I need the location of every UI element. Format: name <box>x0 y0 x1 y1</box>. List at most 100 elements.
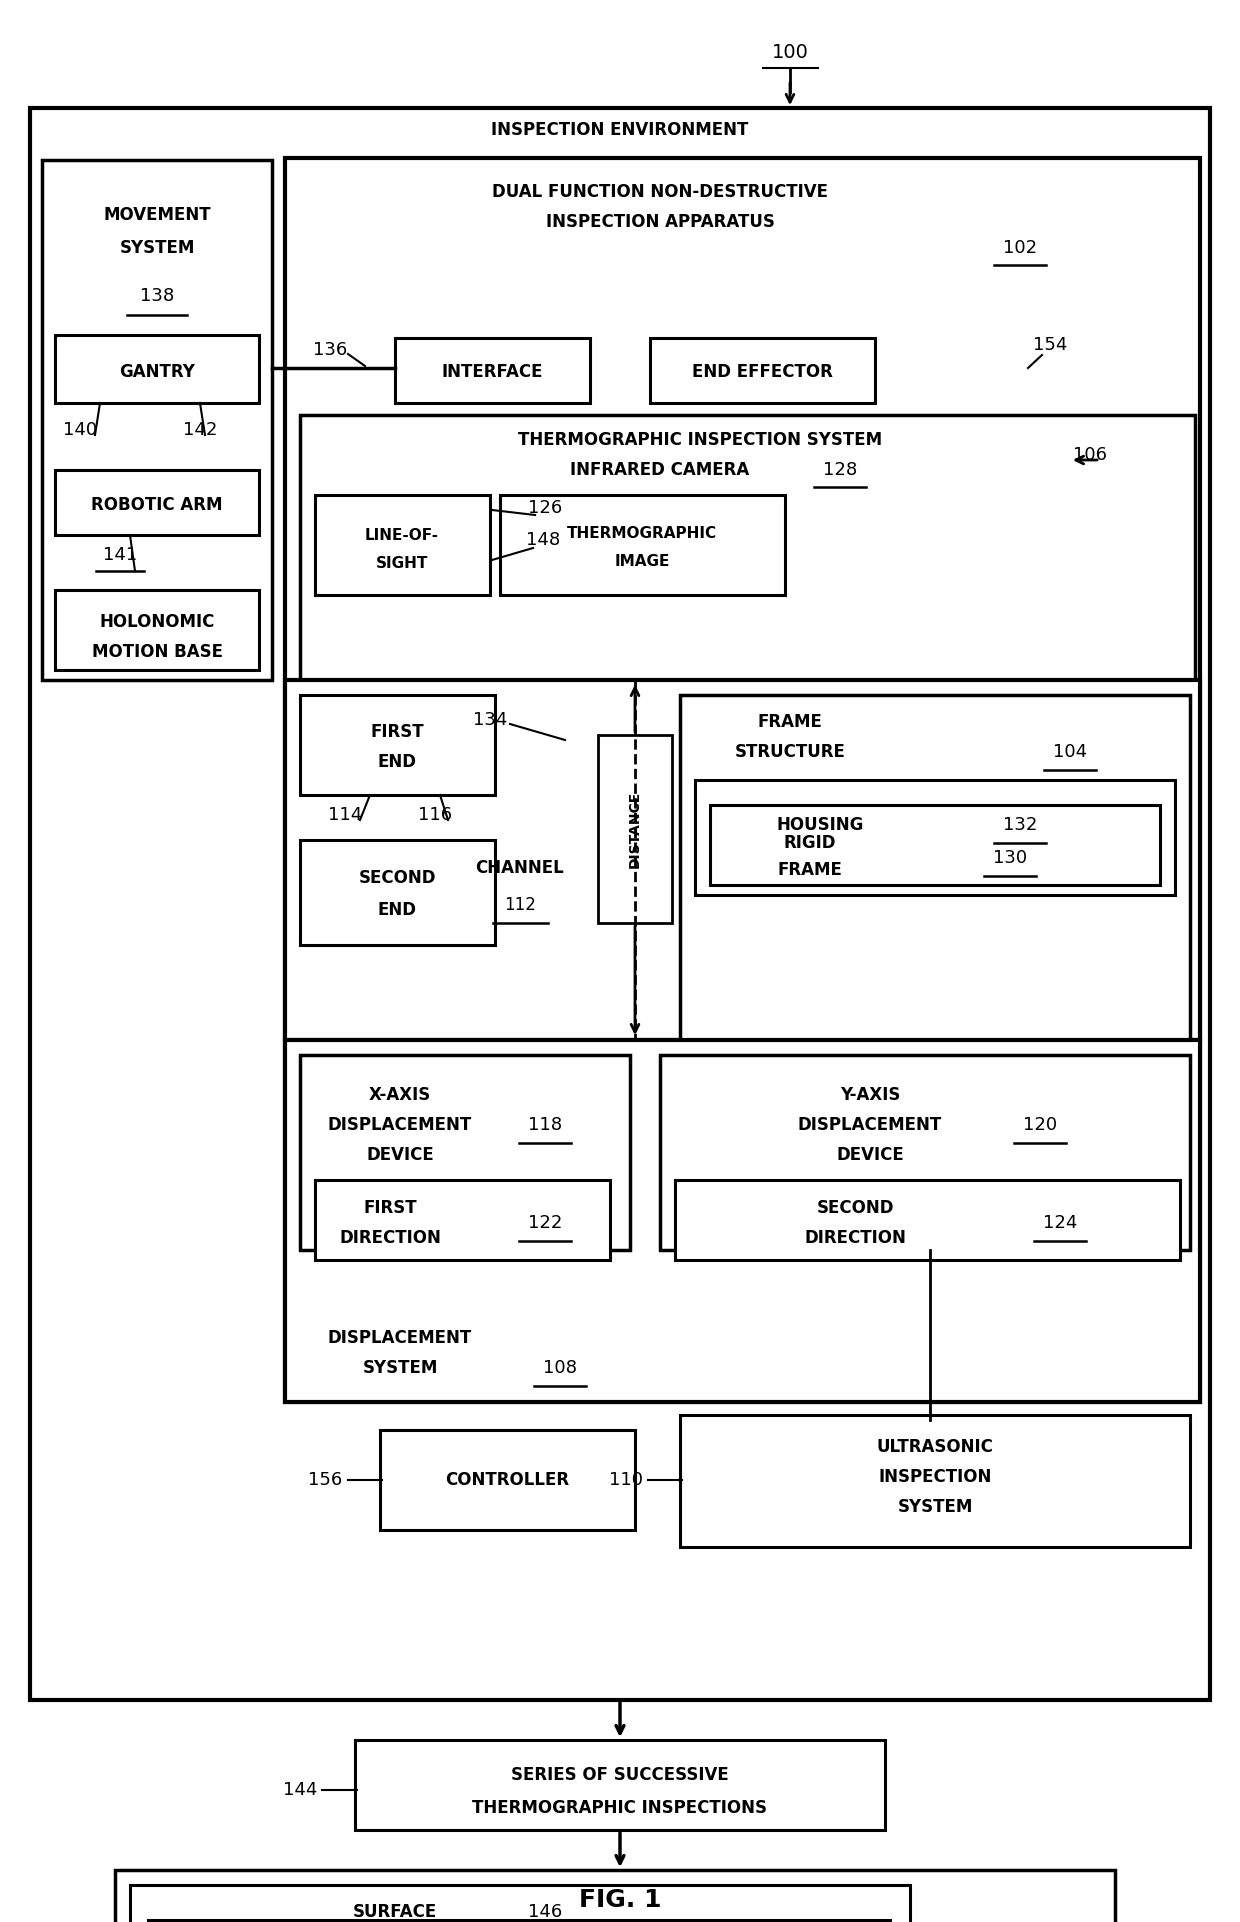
Text: 132: 132 <box>1003 817 1037 834</box>
Bar <box>115 1870 1115 1922</box>
Text: THERMOGRAPHIC INSPECTION SYSTEM: THERMOGRAPHIC INSPECTION SYSTEM <box>518 431 882 450</box>
Text: 112: 112 <box>505 896 536 915</box>
Text: 154: 154 <box>1033 336 1068 354</box>
Text: ROBOTIC ARM: ROBOTIC ARM <box>92 496 223 513</box>
Bar <box>285 158 1200 1401</box>
Text: CHANNEL: CHANNEL <box>476 859 564 876</box>
Bar <box>694 780 1176 896</box>
Text: FRAME: FRAME <box>758 713 822 730</box>
Text: SYSTEM: SYSTEM <box>898 1497 972 1516</box>
Text: 122: 122 <box>528 1215 562 1232</box>
Text: 134: 134 <box>472 711 507 728</box>
Text: END: END <box>377 901 417 919</box>
Text: DISPLACEMENT: DISPLACEMENT <box>327 1117 472 1134</box>
Text: DISPLACEMENT: DISPLACEMENT <box>327 1328 472 1347</box>
Bar <box>300 840 495 946</box>
Bar <box>315 1180 610 1261</box>
Bar <box>55 471 259 534</box>
Text: 141: 141 <box>103 546 138 563</box>
Text: 142: 142 <box>182 421 217 438</box>
Bar <box>379 1430 635 1530</box>
Text: DUAL FUNCTION NON-DESTRUCTIVE: DUAL FUNCTION NON-DESTRUCTIVE <box>492 183 828 202</box>
Bar <box>396 338 590 404</box>
Text: 130: 130 <box>993 850 1027 867</box>
Text: 118: 118 <box>528 1117 562 1134</box>
Bar <box>355 1739 885 1830</box>
Bar <box>315 496 490 596</box>
Text: LINE-OF-: LINE-OF- <box>365 527 439 542</box>
Bar <box>598 734 672 923</box>
Bar <box>500 496 785 596</box>
Bar <box>30 108 1210 1699</box>
Text: SIGHT: SIGHT <box>376 555 428 571</box>
Text: INTERFACE: INTERFACE <box>441 363 543 381</box>
Text: 138: 138 <box>140 286 174 306</box>
Bar <box>55 334 259 404</box>
Text: STRUCTURE: STRUCTURE <box>734 744 846 761</box>
Text: INSPECTION: INSPECTION <box>878 1468 992 1486</box>
Bar <box>285 680 1200 1040</box>
Text: 102: 102 <box>1003 238 1037 258</box>
Text: INSPECTION ENVIRONMENT: INSPECTION ENVIRONMENT <box>491 121 749 138</box>
Text: 140: 140 <box>63 421 97 438</box>
Text: HOLONOMIC: HOLONOMIC <box>99 613 215 630</box>
Bar <box>680 696 1190 1040</box>
Text: FIRST: FIRST <box>371 723 424 742</box>
Text: END EFFECTOR: END EFFECTOR <box>692 363 832 381</box>
Bar <box>300 696 495 796</box>
Text: 114: 114 <box>327 805 362 825</box>
Text: FIG. 1: FIG. 1 <box>579 1887 661 1912</box>
Text: DIRECTION: DIRECTION <box>339 1228 441 1247</box>
Text: 116: 116 <box>418 805 453 825</box>
Text: HOUSING: HOUSING <box>776 817 864 834</box>
Bar <box>680 1415 1190 1547</box>
Text: 156: 156 <box>308 1470 342 1490</box>
Text: 128: 128 <box>823 461 857 479</box>
Text: CONTROLLER: CONTROLLER <box>445 1470 569 1490</box>
Text: MOTION BASE: MOTION BASE <box>92 644 222 661</box>
Text: 144: 144 <box>283 1782 317 1799</box>
Bar <box>711 805 1159 884</box>
Text: 146: 146 <box>528 1903 562 1920</box>
Bar <box>675 1180 1180 1261</box>
Text: 124: 124 <box>1043 1215 1078 1232</box>
Text: 100: 100 <box>771 42 808 62</box>
Text: X-AXIS: X-AXIS <box>368 1086 432 1103</box>
Text: 120: 120 <box>1023 1117 1056 1134</box>
Text: 126: 126 <box>528 500 562 517</box>
Text: DISPLACEMENT: DISPLACEMENT <box>797 1117 942 1134</box>
Text: DIRECTION: DIRECTION <box>804 1228 906 1247</box>
Text: DEVICE: DEVICE <box>836 1146 904 1165</box>
Text: ULTRASONIC: ULTRASONIC <box>877 1438 993 1457</box>
Text: SECOND: SECOND <box>358 869 435 886</box>
Bar <box>42 160 272 680</box>
Text: 148: 148 <box>526 530 560 550</box>
Text: INSPECTION APPARATUS: INSPECTION APPARATUS <box>546 213 775 231</box>
Bar <box>55 590 259 671</box>
Text: THERMOGRAPHIC INSPECTIONS: THERMOGRAPHIC INSPECTIONS <box>472 1799 768 1816</box>
Text: 136: 136 <box>312 340 347 359</box>
Bar <box>300 1055 630 1249</box>
Bar <box>660 1055 1190 1249</box>
Text: END: END <box>377 753 417 771</box>
Bar <box>650 338 875 404</box>
Text: SECOND: SECOND <box>816 1199 894 1217</box>
Bar <box>300 415 1195 680</box>
Text: THERMOGRAPHIC: THERMOGRAPHIC <box>567 525 717 540</box>
Text: SERIES OF SUCCESSIVE: SERIES OF SUCCESSIVE <box>511 1766 729 1784</box>
Text: 110: 110 <box>609 1470 644 1490</box>
Text: RIGID: RIGID <box>784 834 836 851</box>
Text: 108: 108 <box>543 1359 577 1376</box>
Text: SURFACE: SURFACE <box>353 1903 438 1920</box>
Text: FIRST: FIRST <box>363 1199 417 1217</box>
Text: MOVEMENT: MOVEMENT <box>103 206 211 225</box>
Text: DEVICE: DEVICE <box>366 1146 434 1165</box>
Text: INFRARED CAMERA: INFRARED CAMERA <box>570 461 750 479</box>
Text: 106: 106 <box>1073 446 1107 463</box>
Text: SYSTEM: SYSTEM <box>119 238 195 258</box>
Text: GANTRY: GANTRY <box>119 363 195 381</box>
Text: 104: 104 <box>1053 744 1087 761</box>
Bar <box>148 1920 890 1922</box>
Text: DISTANCE: DISTANCE <box>627 790 642 867</box>
Text: FRAME: FRAME <box>777 861 842 878</box>
